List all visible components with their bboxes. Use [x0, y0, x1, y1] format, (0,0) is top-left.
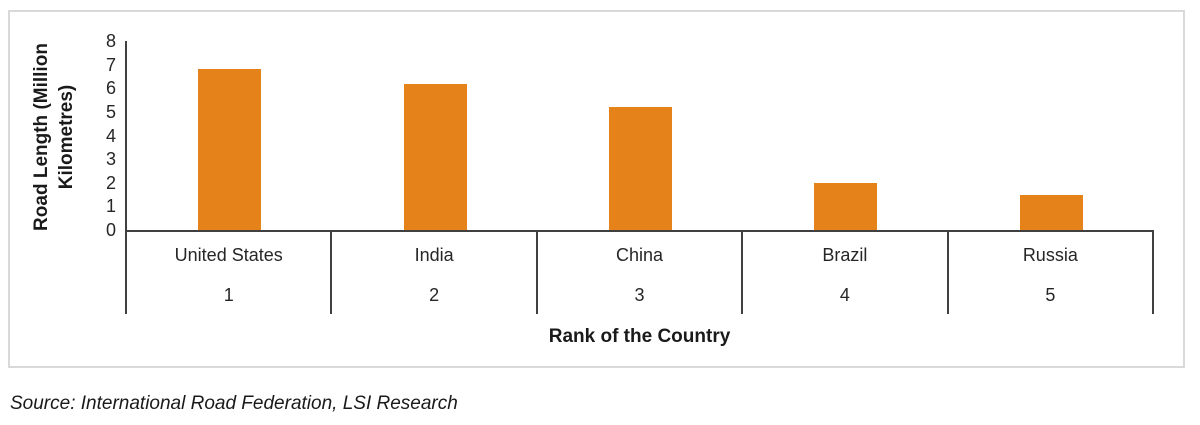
- bar-russia: [1019, 194, 1083, 230]
- category-cell-united-states: United States 1: [127, 232, 333, 314]
- category-name: Russia: [1022, 245, 1078, 265]
- category-name: China: [616, 245, 664, 265]
- bar-united-states: [198, 69, 262, 230]
- y-tick-label: 6: [105, 78, 116, 99]
- category-cell-brazil: Brazil 4: [743, 232, 949, 314]
- plot-area: [127, 41, 1154, 230]
- category-cell-russia: Russia 5: [949, 232, 1152, 314]
- y-tick-label: 8: [105, 31, 116, 51]
- category-table: United States 1 India 2 China 3 Brazil 4 Russia 5: [125, 232, 1154, 314]
- category-rank: 5: [1045, 285, 1056, 305]
- category-cell-india: India 2: [332, 232, 538, 314]
- category-name: United States: [174, 245, 283, 265]
- bar-china: [609, 107, 672, 230]
- y-axis-title-line1: Road Length (Million: [31, 43, 52, 231]
- bar-india: [403, 83, 467, 230]
- y-tick-label: 0: [105, 220, 116, 240]
- y-axis-line: [125, 41, 127, 232]
- category-rank: 4: [839, 285, 850, 305]
- category-rank: 1: [223, 285, 234, 305]
- x-axis-line: [125, 230, 1154, 232]
- y-tick-label: 1: [105, 196, 116, 217]
- source-note: Source: International Road Federation, L…: [10, 393, 458, 414]
- y-tick-label: 3: [105, 149, 116, 170]
- category-rank: 3: [634, 285, 645, 305]
- y-tick-label: 4: [105, 125, 116, 146]
- y-tick-label: 2: [105, 172, 116, 193]
- y-tick-label: 7: [105, 54, 116, 75]
- category-cell-china: China 3: [538, 232, 744, 314]
- category-name: Brazil: [822, 245, 868, 265]
- x-axis-title: Rank of the Country: [548, 326, 731, 347]
- y-tick-label: 5: [105, 101, 116, 122]
- category-rank: 2: [429, 285, 440, 305]
- bar-brazil: [814, 182, 878, 230]
- category-name: India: [414, 245, 454, 265]
